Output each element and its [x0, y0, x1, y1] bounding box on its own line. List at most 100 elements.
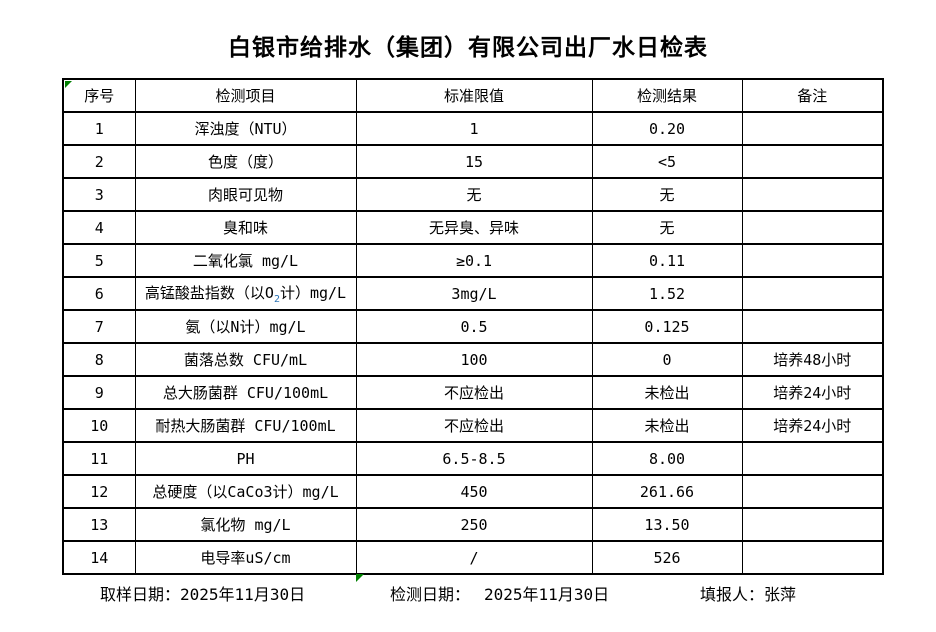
cell-note [741, 111, 884, 146]
green-corner-marker-icon [65, 81, 72, 88]
cell-result: 0.11 [591, 243, 743, 278]
green-bottom-marker-icon [356, 574, 364, 582]
sample-date-value: 2025年11月30日 [180, 585, 306, 604]
subscript-2: 2 [273, 294, 280, 305]
cell-no: 12 [62, 474, 136, 509]
table-row: 3 肉眼可见物无无 [62, 177, 884, 212]
cell-item: 肉眼可见物 [134, 177, 357, 212]
footer: 取样日期：2025年11月30日 检测日期： 2025年11月30日 填报人：张萍 [0, 581, 936, 607]
cell-limit: 15 [355, 144, 593, 179]
cell-result: 0 [591, 342, 743, 377]
sample-date-label: 取样日期： [100, 585, 181, 604]
cell-result: 无 [591, 210, 743, 245]
cell-result: <5 [591, 144, 743, 179]
cell-item: 高锰酸盐指数（以O2计）mg/L [134, 276, 357, 311]
cell-note: 培养24小时 [741, 408, 884, 443]
cell-item: 氨（以N计）mg/L [134, 309, 357, 344]
cell-limit: 100 [355, 342, 593, 377]
table-row: 11 PH 6.5-8.5 8.00 [62, 441, 884, 476]
col-header-no: 序号 [62, 78, 136, 113]
cell-result: 526 [591, 540, 743, 575]
cell-limit: 0.5 [355, 309, 593, 344]
cell-limit: 无 [355, 177, 593, 212]
page-title: 白银市给排水（集团）有限公司出厂水日检表 [228, 35, 708, 61]
table-row: 8 菌落总数 CFU/mL 100 0 培养48小时 [62, 342, 884, 377]
cell-no: 8 [62, 342, 136, 377]
table-row: 5 二氧化氯 mg/L ≥0.1 0.11 [62, 243, 884, 278]
cell-item: 总硬度（以CaCo3计）mg/L [134, 474, 357, 509]
table-row: 2 色度（度） 15 <5 [62, 144, 884, 179]
cell-no: 11 [62, 441, 136, 476]
cell-result: 未检出 [591, 375, 743, 410]
cell-note: 培养24小时 [741, 375, 884, 410]
cell-note [741, 177, 884, 212]
cell-note [741, 276, 884, 311]
inspection-table: 序号 检测项目 标准限值 检测结果 备注 1 浑浊度（NTU） 1 0.20 2 色度（度… [62, 78, 884, 575]
cell-no: 2 [62, 144, 136, 179]
cell-no: 13 [62, 507, 136, 542]
cell-no: 5 [62, 243, 136, 278]
cell-limit: 6.5-8.5 [355, 441, 593, 476]
cell-note [741, 144, 884, 179]
col-header-result: 检测结果 [591, 78, 743, 113]
cell-no: 7 [62, 309, 136, 344]
table-row: 10 耐热大肠菌群 CFU/100mL 不应检出 未检出 培养24小时 [62, 408, 884, 443]
cell-result: 261.66 [591, 474, 743, 509]
reporter-value: 张萍 [764, 585, 797, 604]
cell-item: 氯化物 mg/L [134, 507, 357, 542]
test-date-value: 2025年11月30日 [484, 585, 610, 604]
cell-item: 耐热大肠菌群 CFU/100mL [134, 408, 357, 443]
cell-no: 6 [62, 276, 136, 311]
table-row: 1 浑浊度（NTU） 1 0.20 [62, 111, 884, 146]
cell-note [741, 507, 884, 542]
col-header-note: 备注 [741, 78, 884, 113]
cell-limit: 250 [355, 507, 593, 542]
table-row: 4 臭和味 无异臭、异味无 [62, 210, 884, 245]
cell-item: 臭和味 [134, 210, 357, 245]
col-header-limit: 标准限值 [355, 78, 593, 113]
col-header-item: 检测项目 [134, 78, 357, 113]
table-row: 7 氨（以N计）mg/L 0.5 0.125 [62, 309, 884, 344]
cell-item: 总大肠菌群 CFU/100mL [134, 375, 357, 410]
cell-note: 培养48小时 [741, 342, 884, 377]
cell-note [741, 441, 884, 476]
cell-limit: 3mg/L [355, 276, 593, 311]
cell-item: 菌落总数 CFU/mL [134, 342, 357, 377]
cell-no: 9 [62, 375, 136, 410]
cell-result: 13.50 [591, 507, 743, 542]
cell-note [741, 243, 884, 278]
cell-limit: ≥0.1 [355, 243, 593, 278]
table-row: 9 总大肠菌群 CFU/100mL 不应检出 未检出 培养24小时 [62, 375, 884, 410]
cell-limit: 不应检出 [355, 408, 593, 443]
reporter-label: 填报人： [700, 585, 765, 604]
cell-item: 浑浊度（NTU） [134, 111, 357, 146]
cell-no: 1 [62, 111, 136, 146]
reporter-group: 填报人：张萍 [700, 581, 796, 605]
cell-result: 8.00 [591, 441, 743, 476]
cell-limit: 不应检出 [355, 375, 593, 410]
cell-limit: 1 [355, 111, 593, 146]
sample-date-group: 取样日期：2025年11月30日 [100, 581, 305, 605]
cell-note [741, 540, 884, 575]
cell-result: 未检出 [591, 408, 743, 443]
cell-note [741, 309, 884, 344]
test-date-label: 检测日期： [390, 585, 471, 604]
cell-limit: 无异臭、异味 [355, 210, 593, 245]
cell-item: 二氧化氯 mg/L [134, 243, 357, 278]
cell-limit: 450 [355, 474, 593, 509]
cell-item: 色度（度） [134, 144, 357, 179]
cell-result: 0.125 [591, 309, 743, 344]
cell-item: PH [134, 441, 357, 476]
cell-no: 3 [62, 177, 136, 212]
table-row: 6 高锰酸盐指数（以O2计）mg/L 3mg/L 1.52 [62, 276, 884, 311]
table-row: 14 电导率uS/cm/526 [62, 540, 884, 575]
table-row: 12 总硬度（以CaCo3计）mg/L 450 261.66 [62, 474, 884, 509]
table-row: 13 氯化物 mg/L 250 13.50 [62, 507, 884, 542]
cell-result: 1.52 [591, 276, 743, 311]
col-header-no-label: 序号 [84, 87, 115, 105]
cell-result: 0.20 [591, 111, 743, 146]
cell-item: 电导率uS/cm [134, 540, 357, 575]
cell-no: 4 [62, 210, 136, 245]
test-date-group: 检测日期： 2025年11月30日 [390, 581, 609, 605]
